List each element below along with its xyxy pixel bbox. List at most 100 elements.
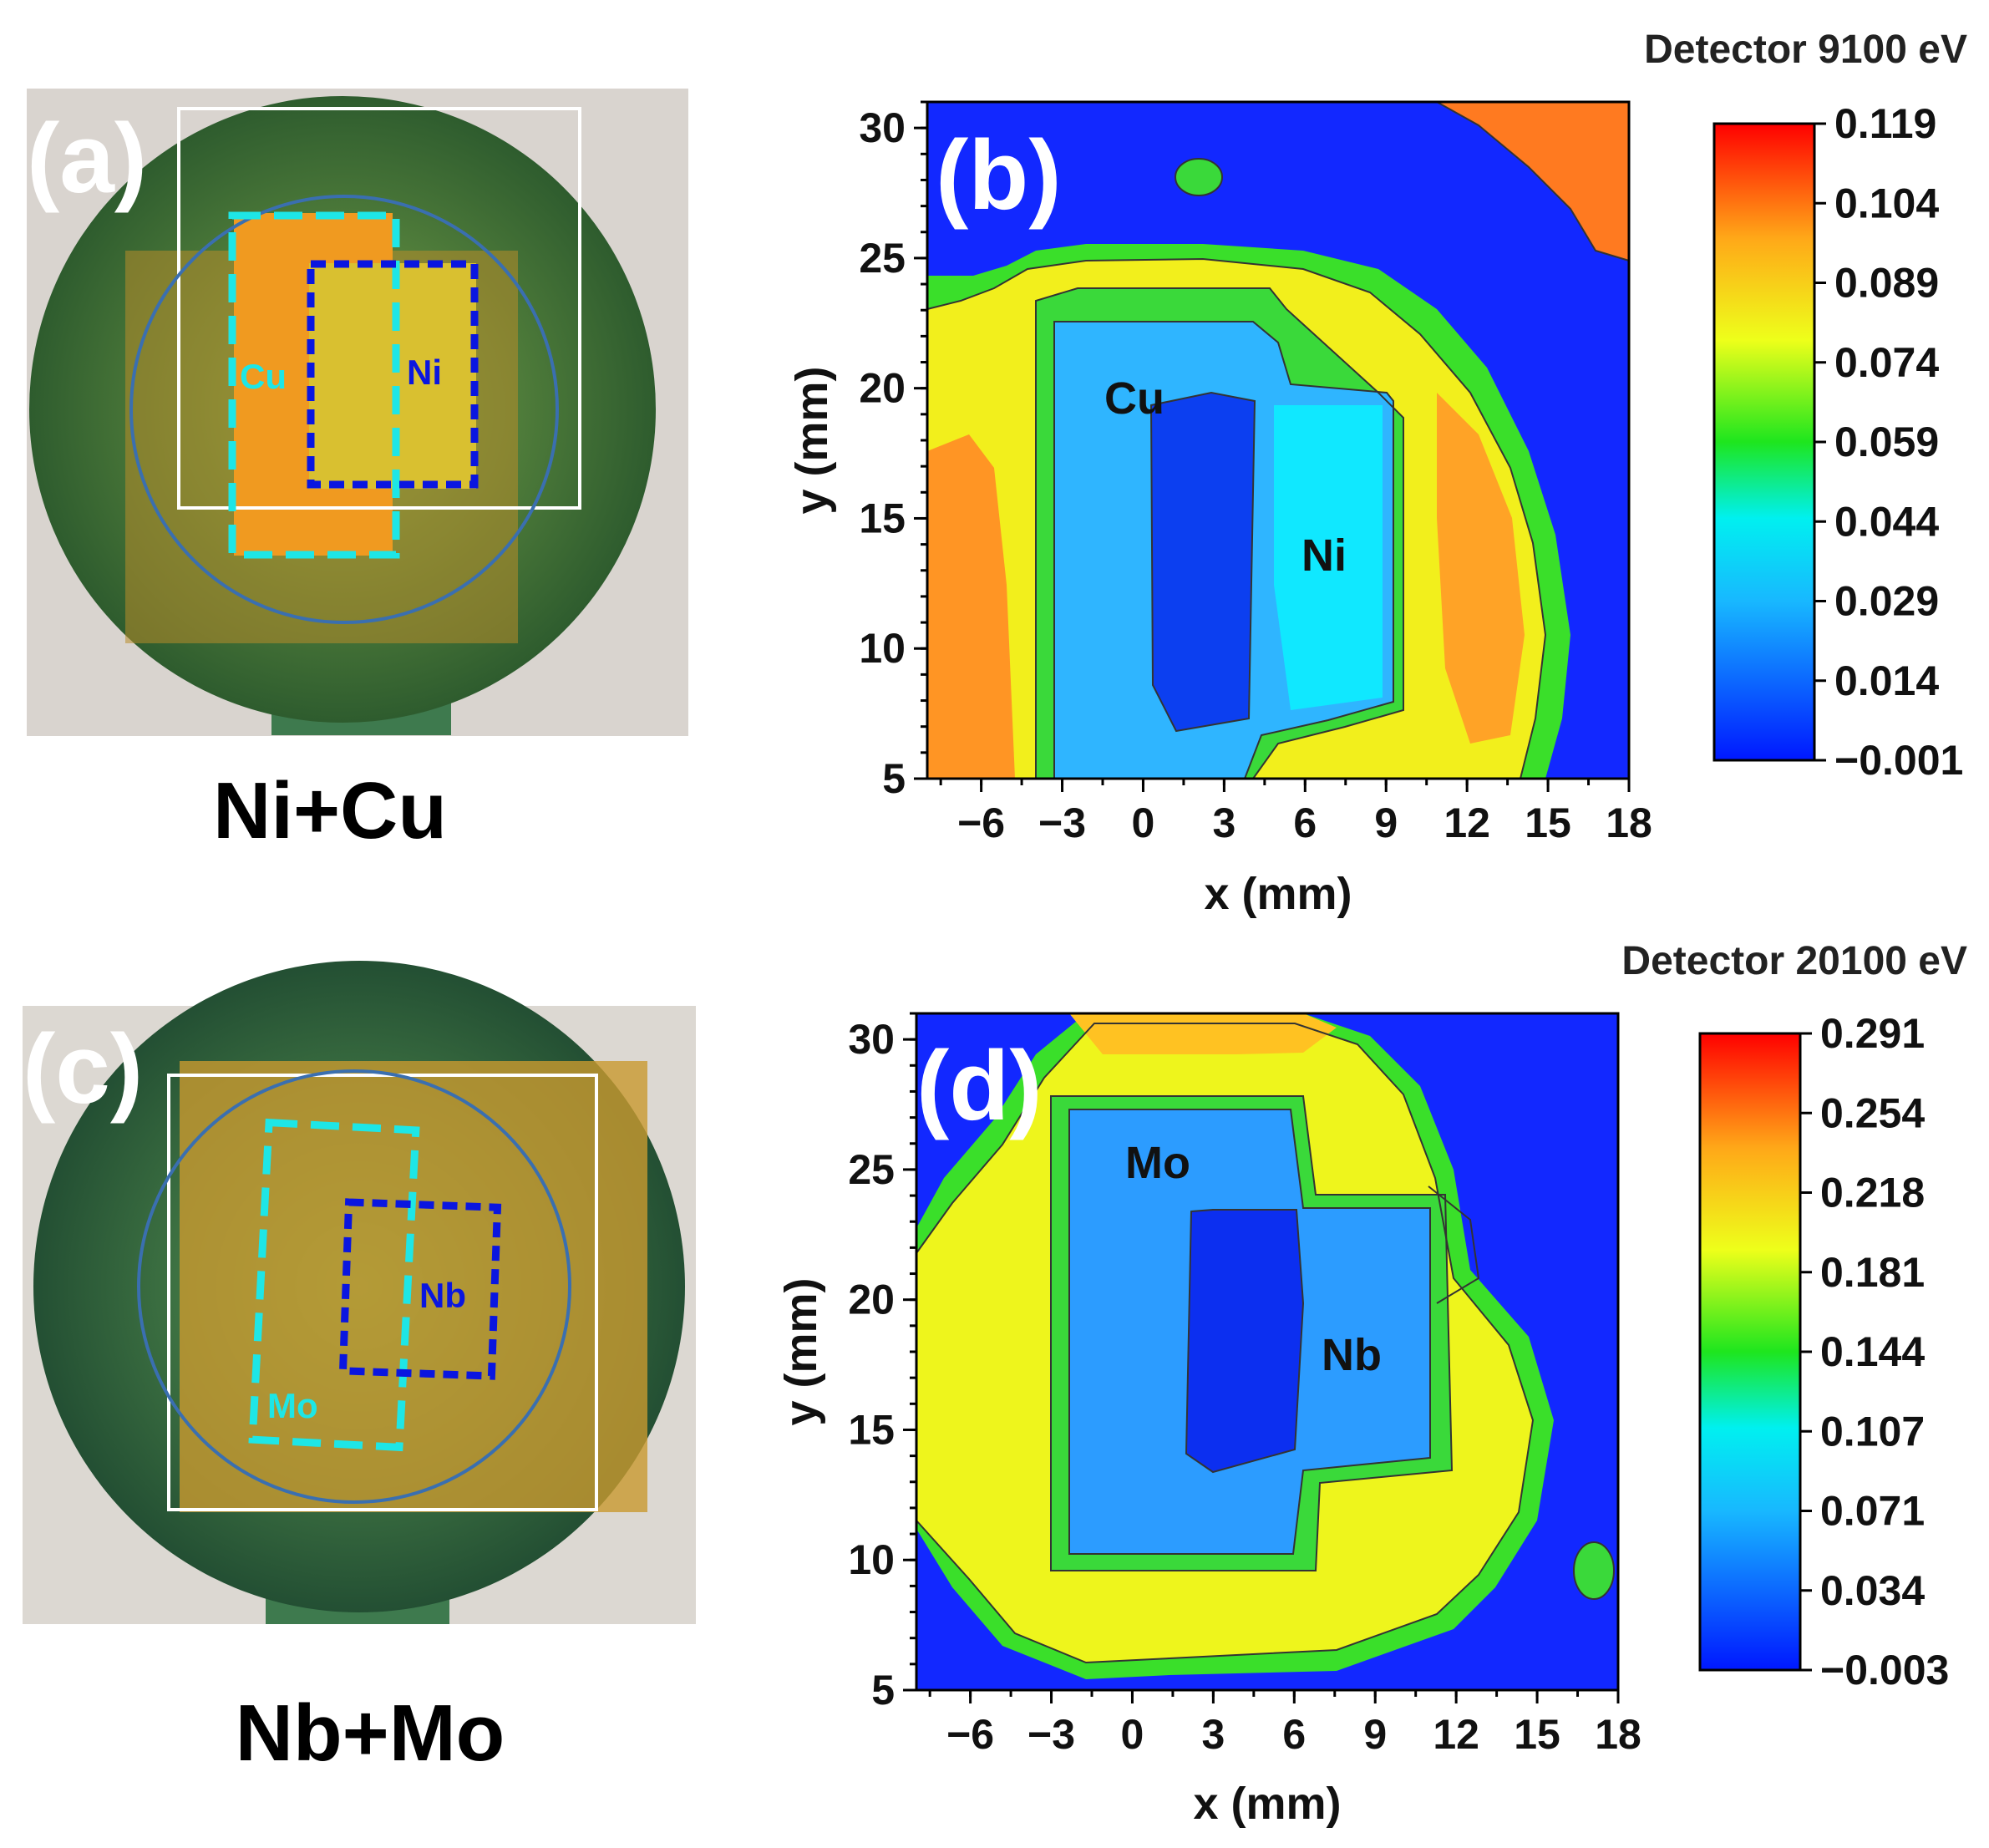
photo-c-nb-box — [338, 1198, 502, 1380]
y-tick-label: 25 — [848, 1146, 895, 1193]
x-tick-label: 9 — [1374, 800, 1398, 846]
y-tick-label: 5 — [882, 755, 906, 802]
x-tick-label: 0 — [1132, 800, 1155, 846]
y-tick-label: 30 — [848, 1016, 895, 1063]
photo-a-beam-circle — [129, 195, 559, 624]
x-tick-label: 3 — [1201, 1711, 1225, 1758]
x-tick-label: 18 — [1595, 1711, 1641, 1758]
chart-d-contour-4 — [916, 1023, 1535, 1664]
y-tick-label: 20 — [859, 365, 906, 412]
panel-a-letter: (a) — [27, 104, 147, 214]
chart-d-annotation-nb: Nb — [1322, 1330, 1382, 1380]
colorbar-tick-label: 0.218 — [1820, 1170, 1925, 1216]
chart-b-region-ni — [1274, 405, 1383, 710]
chart-d-annotation-mo: Mo — [1125, 1138, 1190, 1188]
colorbar-tick-label: 0.181 — [1820, 1249, 1925, 1296]
chart-d-x-ticks: −6 −3 0 3 6 9 12 15 18 — [928, 1690, 1641, 1758]
x-tick-label: 0 — [1121, 1711, 1144, 1758]
chart-b-xlabel: x (mm) — [1204, 869, 1352, 919]
chart-d-colorbar: 0.291 0.254 0.218 0.181 0.144 0.107 0.071 0.034… — [1698, 1010, 1949, 1693]
x-tick-label: 12 — [1444, 800, 1490, 846]
chart-d-plot-area — [915, 1012, 1620, 1692]
chart-d: Detector 20100 eV Mo Nb (d) −6 −3 0 3 6 9 12 15… — [776, 939, 1967, 1829]
x-tick-label: −6 — [957, 800, 1005, 846]
chart-d-contour-2 — [1185, 1209, 1305, 1474]
y-tick-label: 30 — [859, 104, 906, 151]
chart-b-annotation-ni: Ni — [1301, 531, 1347, 581]
chart-b-title: Detector 9100 eV — [1644, 28, 1967, 72]
photo-c-beam-circle — [137, 1069, 571, 1504]
photo-a-ni-label: Ni — [407, 353, 442, 392]
x-tick-label: −6 — [946, 1711, 994, 1758]
chart-b-contour-2 — [1149, 391, 1256, 733]
colorbar-tick-label: 0.104 — [1834, 180, 1939, 226]
chart-b-contour-4 — [926, 257, 1547, 779]
chart-d-blob — [1573, 1541, 1615, 1600]
colorbar-tick-label: 0.089 — [1834, 260, 1939, 307]
chart-b-contour-1 — [1053, 321, 1394, 779]
x-tick-label: 6 — [1293, 800, 1317, 846]
photo-c-mo-box — [248, 1118, 420, 1452]
x-tick-label: 9 — [1363, 1711, 1387, 1758]
chart-d-title: Detector 20100 eV — [1621, 939, 1967, 983]
chart-b-panel-letter: (b) — [936, 120, 1062, 231]
panel-c-caption: Nb+Mo — [236, 1688, 505, 1778]
panel-c-letter: (c) — [23, 1014, 143, 1125]
y-tick-label: 10 — [859, 625, 906, 672]
chart-b-colorbar: 0.119 0.104 0.089 0.074 0.059 0.044 0.029 0.014… — [1712, 100, 1963, 784]
chart-d-y-ticks: 5 10 15 20 25 30 — [848, 1012, 916, 1713]
x-tick-label: 12 — [1433, 1711, 1479, 1758]
chart-b-x-ticks: −6 −3 0 3 6 9 12 15 18 — [939, 779, 1652, 846]
photo-a-ni-box — [307, 260, 479, 489]
x-tick-label: 15 — [1525, 800, 1571, 846]
chart-d-region-orange-top — [1069, 1013, 1337, 1054]
y-tick-label: 5 — [871, 1667, 895, 1713]
photo-c-mo-label: Mo — [267, 1386, 318, 1425]
chart-b: Detector 9100 eV Cu Ni (b) −6 −3 0 3 6 — [787, 28, 1967, 919]
colorbar-tick-label: 0.119 — [1834, 100, 1936, 147]
chart-b-contour-3 — [1035, 287, 1404, 779]
chart-b-region-orange-corner — [1437, 102, 1629, 261]
colorbar-tick-label: −0.003 — [1820, 1647, 1949, 1693]
y-tick-label: 15 — [859, 495, 906, 541]
chart-d-colorbar-bar — [1698, 1032, 1802, 1672]
chart-b-colorbar-ticks: 0.119 0.104 0.089 0.074 0.059 0.044 0.029 0.014… — [1814, 100, 1963, 784]
chart-d-xlabel: x (mm) — [1193, 1779, 1341, 1829]
chart-d-colorbar-ticks: 0.291 0.254 0.218 0.181 0.144 0.107 0.071 0.034… — [1800, 1010, 1949, 1693]
chart-d-panel-letter: (d) — [916, 1031, 1043, 1141]
y-tick-label: 25 — [859, 235, 906, 282]
photo-a-white-frame — [177, 107, 581, 510]
photo-a-cu-box — [228, 211, 400, 559]
chart-b-colorbar-bar — [1712, 122, 1816, 762]
photo-c-nb-label: Nb — [419, 1276, 466, 1315]
colorbar-tick-label: −0.001 — [1834, 737, 1963, 784]
panel-a-caption: Ni+Cu — [213, 766, 447, 855]
x-tick-label: 18 — [1606, 800, 1652, 846]
chart-b-plot-area — [926, 100, 1631, 780]
colorbar-tick-label: 0.014 — [1834, 657, 1939, 704]
chart-b-region-cu-core — [1151, 393, 1255, 731]
x-tick-label: 15 — [1514, 1711, 1560, 1758]
colorbar-tick-label: 0.071 — [1820, 1488, 1925, 1535]
colorbar-tick-label: 0.044 — [1834, 498, 1939, 545]
chart-d-contour-1 — [1068, 1109, 1431, 1555]
chart-d-ylabel: y (mm) — [776, 1277, 826, 1425]
panel-c: Mo Nb (c) Nb+Mo — [23, 961, 696, 1778]
y-tick-label: 15 — [848, 1406, 895, 1453]
colorbar-tick-label: 0.254 — [1820, 1089, 1925, 1136]
chart-b-region-orange-left — [927, 434, 1015, 779]
x-tick-label: −3 — [1038, 800, 1086, 846]
colorbar-tick-label: 0.074 — [1834, 339, 1939, 386]
y-tick-label: 10 — [848, 1536, 895, 1583]
chart-b-ylabel: y (mm) — [787, 366, 837, 514]
chart-d-contour-3 — [1050, 1095, 1454, 1571]
chart-b-region-orange-right — [1437, 393, 1525, 744]
x-tick-label: 6 — [1282, 1711, 1306, 1758]
colorbar-tick-label: 0.034 — [1820, 1567, 1925, 1614]
colorbar-tick-label: 0.107 — [1820, 1408, 1925, 1455]
chart-d-region-core — [1186, 1210, 1303, 1472]
colorbar-tick-label: 0.029 — [1834, 578, 1939, 625]
panel-a: Cu Ni (a) Ni+Cu — [27, 89, 688, 855]
colorbar-tick-label: 0.144 — [1820, 1328, 1925, 1375]
chart-b-annotation-cu: Cu — [1104, 373, 1164, 424]
